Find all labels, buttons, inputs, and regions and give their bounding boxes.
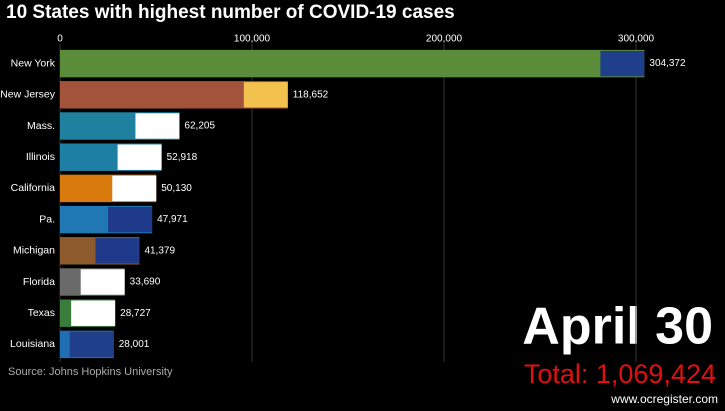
flag — [71, 300, 116, 326]
y-tick-label: Michigan — [13, 245, 55, 257]
watermark: www.ocregister.com — [610, 392, 718, 406]
value-label: 33,690 — [130, 277, 161, 288]
x-tick-label: 200,000 — [426, 34, 463, 45]
value-label: 118,652 — [293, 89, 329, 100]
y-tick-label: Florida — [23, 276, 55, 288]
y-tick-label: Pa. — [39, 213, 55, 225]
y-tick-label: Mass. — [27, 120, 55, 132]
y-tick-label: Louisiana — [10, 338, 55, 350]
y-tick-label: New Jersey — [0, 89, 56, 101]
flag — [117, 144, 162, 170]
value-label: 28,727 — [120, 308, 151, 319]
y-tick-label: Texas — [28, 307, 55, 319]
value-label: 62,205 — [184, 121, 215, 132]
y-tick-label: Illinois — [26, 151, 55, 163]
flag — [80, 269, 125, 295]
x-tick-label: 0 — [57, 34, 63, 45]
flag — [243, 82, 288, 108]
x-tick-label: 100,000 — [234, 34, 271, 45]
chart-title: 10 States with highest number of COVID-1… — [6, 2, 455, 23]
flag — [69, 331, 114, 358]
value-label: 52,918 — [167, 152, 198, 163]
flag — [600, 50, 645, 77]
flag — [95, 238, 140, 264]
source: Source: Johns Hopkins University — [8, 366, 173, 378]
y-tick-label: New York — [11, 57, 56, 69]
y-tick-label: California — [11, 182, 56, 194]
total-label: Total: 1,069,424 — [524, 359, 716, 389]
x-tick-label: 300,000 — [618, 34, 655, 45]
bar — [60, 49, 645, 78]
flag — [112, 175, 157, 202]
flag — [135, 113, 180, 139]
value-label: 41,379 — [144, 245, 175, 256]
value-label: 50,130 — [161, 183, 192, 194]
value-label: 28,001 — [119, 339, 150, 350]
value-label: 304,372 — [649, 58, 686, 69]
date-label: April 30 — [522, 298, 713, 356]
flag — [108, 206, 153, 233]
value-label: 47,971 — [157, 214, 188, 225]
